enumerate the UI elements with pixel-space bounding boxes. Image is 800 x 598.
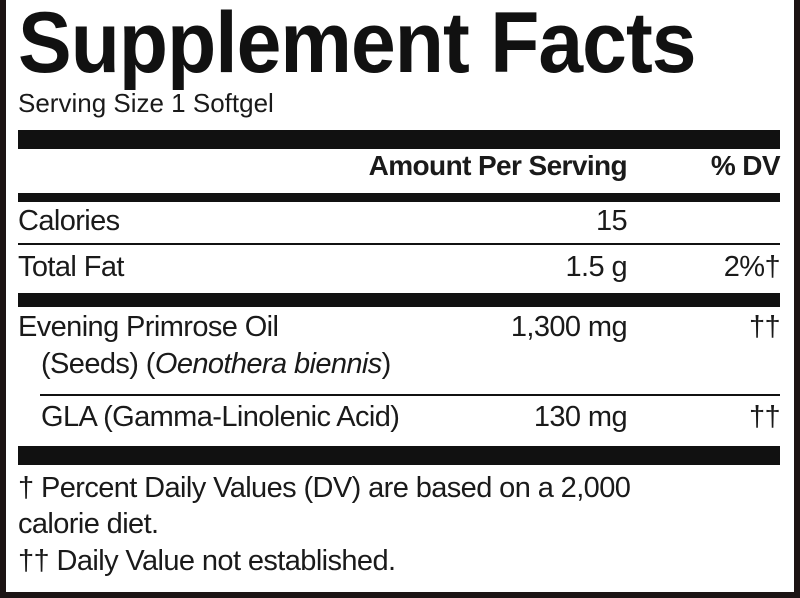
title: Supplement Facts — [18, 0, 697, 91]
serving-size: Serving Size 1 Softgel — [18, 88, 274, 118]
row-epo-source: (Seeds) (Oenothera biennis) — [41, 348, 391, 381]
footnote-not-established: †† Daily Value not established. — [18, 545, 396, 577]
source-prefix: (Seeds) ( — [41, 348, 155, 380]
row-epo-dv: †† — [748, 311, 781, 343]
row-epo-name: Evening Primrose Oil — [18, 311, 279, 343]
header-amount: Amount Per Serving — [368, 150, 628, 181]
row-gla-amount: 130 mg — [533, 401, 628, 433]
row-total-fat-name: Total Fat — [18, 251, 124, 283]
row-calories-name: Calories — [18, 205, 120, 237]
row-total-fat-amount: 1.5 g — [565, 251, 628, 283]
thin-divider — [18, 243, 780, 245]
row-total-fat-dv: 2%† — [723, 251, 781, 283]
botanical-name: Oenothera biennis — [154, 348, 382, 380]
row-epo-amount: 1,300 mg — [510, 311, 628, 343]
thick-divider — [18, 130, 780, 149]
thick-divider — [18, 293, 780, 307]
source-suffix: ) — [381, 348, 392, 380]
footnote-dv-cont: calorie diet. — [18, 508, 159, 540]
medium-divider — [18, 193, 780, 202]
thin-divider — [40, 394, 780, 396]
row-calories-amount: 15 — [595, 205, 628, 237]
row-gla-name: GLA (Gamma-Linolenic Acid) — [41, 401, 400, 433]
thick-divider — [18, 446, 780, 465]
header-dv: % DV — [710, 150, 781, 181]
supplement-facts-panel: Supplement Facts Serving Size 1 Softgel … — [6, 0, 794, 592]
row-gla-dv: †† — [748, 401, 781, 433]
footnote-dv: † Percent Daily Values (DV) are based on… — [18, 472, 631, 504]
